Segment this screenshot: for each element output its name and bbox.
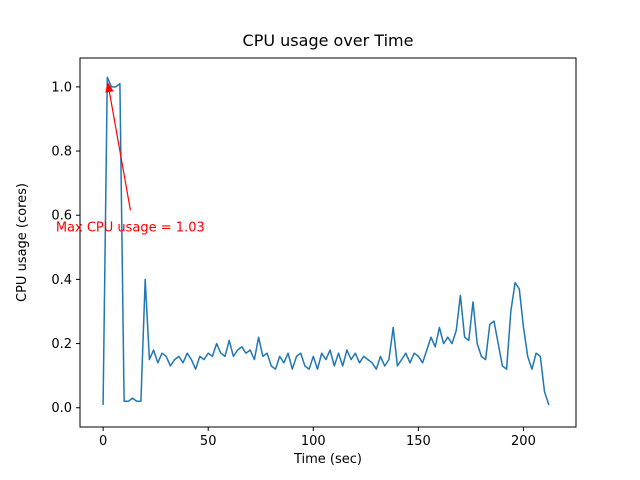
- y-axis-label: CPU usage (cores): [15, 183, 30, 302]
- y-tick-label: 1.0: [51, 80, 72, 95]
- x-tick-label: 150: [406, 434, 431, 449]
- y-tick-label: 0.0: [51, 401, 72, 416]
- x-tick-label: 200: [511, 434, 536, 449]
- y-tick-label: 0.2: [51, 337, 72, 352]
- y-tick-label: 0.6: [51, 209, 72, 224]
- y-tick-label: 0.4: [51, 273, 72, 288]
- plot-area: 0 50 100 150 200 0.0 0.2 0.4 0.6 0.8 1.0: [51, 57, 577, 449]
- cpu-usage-line: [102, 76, 550, 406]
- x-tick-label: 100: [301, 434, 326, 449]
- x-tick-label: 0: [99, 434, 107, 449]
- annotation-arrow: [105, 81, 132, 211]
- y-tick-label: 0.8: [51, 145, 72, 160]
- x-tick-label: 50: [200, 434, 217, 449]
- plot-frame: [79, 57, 577, 428]
- max-annotation-text: Max CPU usage = 1.03: [56, 220, 205, 235]
- x-axis-label: Time (sec): [293, 452, 362, 467]
- chart-title: CPU usage over Time: [243, 31, 414, 50]
